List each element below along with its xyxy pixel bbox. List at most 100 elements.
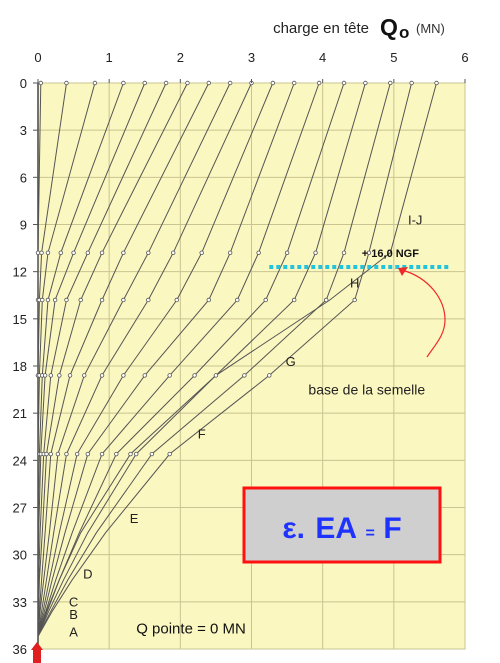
- curve-point: [39, 250, 44, 255]
- curve-point: [74, 451, 80, 457]
- curve-point: [99, 250, 105, 255]
- y-tick-label: 24: [13, 453, 27, 468]
- zone-label: I-J: [408, 213, 422, 228]
- curve-point: [99, 451, 105, 457]
- zone-label: E: [130, 511, 139, 526]
- y-tick-label: 33: [13, 595, 27, 610]
- curve-point: [82, 373, 87, 378]
- x-tick-label: 2: [177, 50, 184, 65]
- curve-point: [206, 80, 211, 86]
- y-tick-label: 15: [13, 312, 27, 327]
- curve-point: [146, 297, 151, 303]
- curve-point: [85, 451, 91, 457]
- q-pointe-label: Q pointe = 0 MN: [136, 620, 246, 637]
- curve-point: [185, 80, 190, 86]
- curve-point: [142, 80, 147, 86]
- y-tick-label: 3: [20, 123, 27, 138]
- curve-point: [263, 297, 268, 303]
- curve-point: [134, 451, 139, 457]
- curve-point: [71, 250, 76, 255]
- curve-point: [256, 250, 261, 255]
- curve-point: [114, 451, 119, 457]
- curve-point: [192, 373, 197, 378]
- curve-point: [121, 373, 126, 378]
- y-tick-label: 21: [13, 406, 27, 421]
- curve-point: [78, 297, 83, 303]
- title-subscript: o: [399, 23, 409, 42]
- y-tick-label: 0: [20, 76, 27, 91]
- curve-point: [292, 80, 297, 86]
- curve-point: [121, 80, 126, 86]
- curve-point: [64, 80, 69, 86]
- reference-level-label: + 16,0 NGF: [362, 248, 419, 260]
- zone-label: D: [83, 566, 92, 581]
- zone-label: H: [350, 275, 359, 290]
- curve-point: [99, 297, 105, 303]
- curve-point: [316, 80, 322, 86]
- x-tick-label: 0: [34, 50, 41, 65]
- curve-point: [58, 250, 63, 255]
- curve-point: [352, 297, 357, 303]
- curve-point: [55, 451, 61, 457]
- y-tick-label: 6: [20, 170, 27, 185]
- curve-point: [171, 250, 176, 255]
- curve-point: [42, 373, 48, 378]
- curve-point: [44, 451, 49, 457]
- equation-f: F: [383, 512, 401, 545]
- curve-point: [64, 297, 69, 303]
- curve-point: [199, 250, 204, 255]
- curve-point: [99, 373, 105, 378]
- x-tick-label: 5: [390, 50, 397, 65]
- curve-point: [388, 80, 393, 86]
- curve-point: [409, 80, 414, 86]
- curve-point: [64, 451, 69, 457]
- equation-epsilon: ε.: [282, 512, 305, 545]
- curve-point: [313, 250, 318, 255]
- curve-point: [146, 250, 151, 255]
- curve-markers: [35, 80, 439, 457]
- curve-point: [38, 80, 44, 86]
- curve-point: [149, 451, 155, 457]
- annotation-arrowhead: [398, 267, 408, 276]
- curve-point: [206, 297, 211, 303]
- curve-point: [324, 297, 329, 303]
- zone-label: B: [69, 607, 78, 622]
- curve-point: [213, 373, 219, 378]
- zone-label: G: [286, 354, 296, 369]
- curve-point: [92, 80, 98, 86]
- curve-point: [52, 297, 58, 303]
- equation-box: ε. EA = F: [242, 486, 442, 564]
- x-tick-label: 3: [248, 50, 255, 65]
- title-symbol: Q: [380, 14, 398, 40]
- equation-equals: =: [366, 525, 375, 542]
- y-tick-label: 12: [13, 265, 27, 280]
- y-tick-label: 18: [13, 359, 27, 374]
- x-tick-label: 1: [106, 50, 113, 65]
- curve-point: [242, 373, 247, 378]
- curve-point: [45, 297, 51, 303]
- x-tick-label: 4: [319, 50, 326, 65]
- curve-point: [67, 373, 73, 378]
- base-semelle-label: base de la semelle: [308, 381, 425, 397]
- curve-point: [35, 250, 41, 255]
- curve-point: [434, 80, 439, 86]
- equation-box-frame: [242, 486, 442, 564]
- y-tick-label: 30: [13, 548, 27, 563]
- curve-point: [48, 373, 54, 378]
- curve-point: [227, 80, 233, 86]
- curve-point: [167, 373, 172, 378]
- x-tick-label: 6: [461, 50, 468, 65]
- zone-label: C: [69, 595, 78, 610]
- zone-label: A: [69, 624, 78, 639]
- curve-point: [121, 297, 126, 303]
- curve-point: [121, 250, 126, 255]
- title-unit: (MN): [416, 21, 445, 36]
- curve-point: [174, 297, 179, 303]
- curve-point: [85, 250, 91, 255]
- curve-point: [366, 250, 372, 255]
- curve-point: [48, 451, 54, 457]
- curve-point: [267, 373, 272, 378]
